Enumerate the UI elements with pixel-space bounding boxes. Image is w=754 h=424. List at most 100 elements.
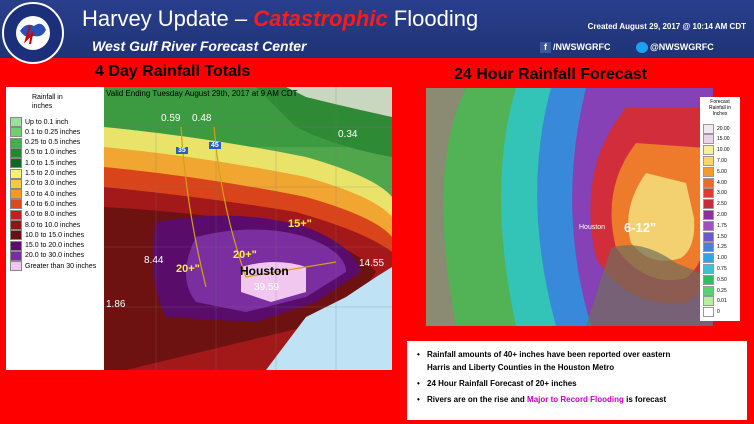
- legend-swatch: [10, 147, 22, 158]
- legend-swatch: [10, 220, 22, 230]
- legend-swatch: [703, 231, 714, 242]
- legend-label: 0.5 to 1.0 inches: [25, 149, 77, 157]
- twitter-icon: [636, 42, 648, 54]
- legend-swatch: [703, 220, 714, 231]
- legend-swatch: [10, 158, 22, 169]
- bullet-item: • Rivers are on the rise and Major to Rec…: [417, 395, 667, 404]
- legend-row: 1.00: [703, 253, 727, 264]
- legend-label: 0.75: [717, 265, 727, 272]
- legend-label: 5.00: [717, 168, 727, 175]
- legend-row: 4.00: [703, 177, 727, 188]
- legend-title-line: Rainfall in: [709, 105, 731, 111]
- legend-swatch: [703, 188, 714, 199]
- legend-label: 2.00: [717, 211, 727, 218]
- legend-label: 20.0 to 30.0 inches: [25, 252, 85, 260]
- legend-swatch: [10, 230, 22, 241]
- legend-title-line: Inches: [712, 111, 728, 117]
- interstate-35-shield: 35: [176, 147, 188, 154]
- rainfall-value-label: 0.59: [161, 113, 181, 124]
- legend-row: 0.25 to 0.5 inches: [10, 137, 80, 148]
- legend-row: 0.75: [703, 263, 727, 274]
- twitter-link[interactable]: @NWSWGRFC: [636, 42, 714, 54]
- right-panel-title: 24 Hour Rainfall Forecast: [454, 66, 647, 83]
- legend-label: 1.75: [717, 222, 727, 229]
- legend-label: 1.25: [717, 244, 727, 251]
- legend-label: 0.50: [717, 276, 727, 283]
- legend-label: 20.00: [717, 125, 730, 132]
- legend-title: Rainfall in inches: [32, 93, 63, 111]
- legend-swatch: [703, 166, 714, 177]
- legend-swatch: [10, 199, 22, 210]
- legend-swatch: [10, 250, 22, 261]
- legend-label: Up to 0.1 inch: [25, 118, 69, 126]
- legend-row: 6.0 to 8.0 inches: [10, 209, 77, 220]
- legend-title: Forecast Rainfall in Inches: [702, 99, 738, 117]
- legend-row: 1.50: [703, 231, 727, 242]
- bullet-text: Rainfall amounts of 40+ inches have been…: [427, 350, 671, 359]
- legend-label: 0: [717, 309, 720, 316]
- legend-row: 7.00: [703, 155, 727, 166]
- rainfall-forecast-legend: Forecast Rainfall in Inches 20.00 15.00 10.00…: [700, 97, 740, 321]
- legend-row: 2.00: [703, 209, 727, 220]
- rainfall-value-label: 20+": [176, 263, 200, 275]
- legend-swatch: [703, 199, 714, 210]
- bullet-text: Harris and Liberty Counties in the Houst…: [427, 363, 615, 372]
- interstate-45-shield: 45: [209, 142, 221, 149]
- bullet-item: • Rainfall amounts of 40+ inches have bee…: [417, 350, 671, 359]
- legend-swatch: [703, 296, 714, 307]
- legend-label: 4.0 to 6.0 inches: [25, 200, 77, 208]
- legend-row: 1.75: [703, 220, 727, 231]
- rainfall-value-label: 39.59: [254, 282, 280, 293]
- legend-row: 20.00: [703, 123, 730, 134]
- legend-label: 7.00: [717, 157, 727, 164]
- legend-label: 8.0 to 10.0 inches: [25, 221, 81, 229]
- legend-swatch: [10, 209, 22, 220]
- rainfall-value-label: 20+": [233, 249, 257, 261]
- legend-swatch: [10, 117, 22, 127]
- rainfall-value-label: 15+": [288, 218, 312, 230]
- legend-row: 0.1 to 0.25 inches: [10, 127, 81, 138]
- legend-label: 1.5 to 2.0 inches: [25, 170, 77, 177]
- legend-label: 0.25: [717, 287, 727, 294]
- legend-title-line: Rainfall in: [32, 94, 63, 101]
- legend-swatch: [703, 285, 714, 296]
- legend-title-line: inches: [32, 103, 53, 110]
- houston-label: Houston: [579, 224, 606, 231]
- legend-row: 0: [703, 307, 720, 318]
- bullet-item-continuation: Harris and Liberty Counties in the Houst…: [427, 363, 614, 372]
- legend-row: 4.0 to 6.0 inches: [10, 199, 77, 210]
- legend-swatch: [10, 127, 22, 138]
- rainfall-totals-legend: Rainfall in inches Up to 0.1 inch 0.1 to 0…: [6, 87, 104, 370]
- subtitle: West Gulf River Forecast Center: [92, 38, 307, 54]
- legend-row: 1.5 to 2.0 inches: [10, 168, 77, 179]
- legend-row: 3.00: [703, 188, 727, 199]
- left-panel-title: 4 Day Rainfall Totals: [95, 63, 251, 80]
- bullet-text: 24 Hour Rainfall Forecast of 20+ inches: [427, 379, 577, 388]
- legend-row: 15.00: [703, 134, 730, 145]
- legend-label: 10.0 to 15.0 inches: [25, 231, 85, 239]
- legend-label: 1.0 to 1.5 inches: [25, 159, 77, 167]
- legend-swatch: [10, 189, 22, 200]
- legend-row: 2.0 to 3.0 inches: [10, 178, 77, 189]
- legend-label: Greater than 30 inches: [25, 262, 97, 270]
- legend-label: 2.0 to 3.0 inches: [25, 180, 77, 188]
- legend-row: 0.01: [703, 296, 727, 307]
- houston-label: Houston: [240, 264, 289, 278]
- title-suffix: Flooding: [387, 6, 479, 31]
- legend-row: 0.25: [703, 285, 727, 296]
- forecast-band-label: 6-12": [624, 220, 657, 235]
- legend-swatch: [10, 168, 22, 179]
- legend-row: Greater than 30 inches: [10, 261, 97, 272]
- bullet-text: is forecast: [623, 395, 667, 404]
- legend-label: 15.00: [717, 136, 730, 143]
- facebook-link[interactable]: f/NWSWGRFC: [540, 42, 611, 54]
- legend-row: 3.0 to 4.0 inches: [10, 189, 76, 200]
- title-highlight: Catastrophic: [253, 6, 388, 31]
- legend-swatch: [703, 209, 714, 220]
- legend-swatch: [703, 274, 714, 285]
- legend-label: 6.0 to 8.0 inches: [25, 211, 77, 219]
- legend-row: 0.50: [703, 274, 727, 285]
- nws-logo: [2, 2, 64, 64]
- rainfall-value-label: 8.44: [144, 255, 164, 266]
- legend-label: 0.1 to 0.25 inches: [25, 128, 81, 136]
